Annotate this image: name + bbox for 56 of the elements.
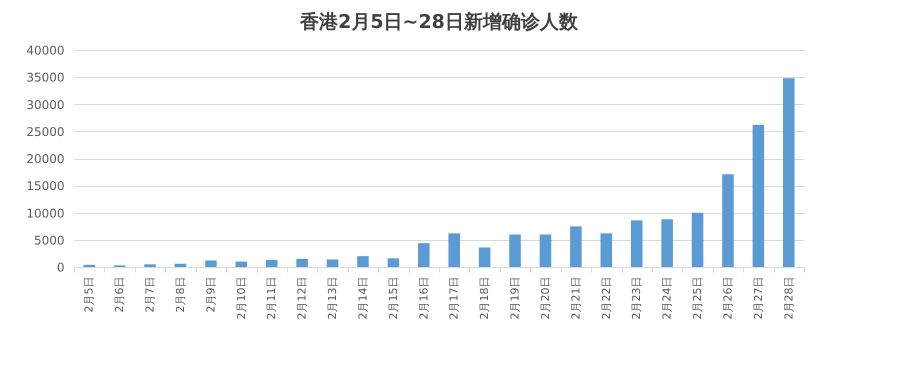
x-tick-label: 2月5日 — [82, 276, 96, 312]
x-tick-label: 2月26日 — [721, 276, 734, 320]
bar — [296, 258, 308, 267]
bar — [357, 256, 369, 267]
x-tick-label: 2月20日 — [538, 276, 552, 320]
bar — [722, 174, 734, 267]
bar — [692, 212, 704, 267]
x-tick-label: 2月14日 — [356, 276, 370, 320]
bar — [266, 260, 278, 267]
bar — [205, 260, 217, 267]
x-tick-label: 2月27日 — [752, 276, 765, 320]
y-tick-label: 10000 — [26, 206, 64, 220]
x-tick-label: 2月18日 — [478, 276, 492, 320]
x-tick-label: 2月17日 — [448, 276, 461, 320]
bar — [326, 259, 338, 267]
y-tick-label: 35000 — [26, 70, 64, 85]
bar — [448, 233, 460, 267]
x-tick-label: 2月15日 — [386, 276, 400, 320]
bar — [752, 124, 764, 267]
x-tick-label: 2月10日 — [234, 276, 248, 320]
y-tick-label: 30000 — [26, 98, 64, 112]
bar — [388, 258, 400, 267]
bar — [174, 264, 186, 267]
x-tick-label: 2月21日 — [569, 276, 582, 320]
bar — [630, 220, 642, 267]
x-tick-label: 2月13日 — [326, 276, 340, 320]
bar — [570, 226, 582, 267]
y-tick-label: 20000 — [26, 152, 64, 166]
bar — [236, 262, 248, 267]
y-tick-label: 5000 — [34, 233, 64, 248]
bar — [478, 247, 490, 267]
x-tick-label: 2月12日 — [296, 276, 309, 320]
y-tick-label: 15000 — [26, 179, 64, 194]
chart-title: 香港2月5日~28日新增确诊人数 — [299, 11, 579, 33]
y-tick-label: 40000 — [26, 44, 64, 58]
x-tick-label: 2月28日 — [782, 276, 796, 320]
bar — [418, 243, 430, 267]
bar — [783, 78, 795, 267]
x-tick-label: 2月16日 — [417, 276, 430, 320]
x-tick-label: 2月22日 — [600, 276, 613, 320]
x-tick-label: 2月11日 — [265, 276, 278, 320]
x-tick-label: 2月9日 — [204, 276, 218, 312]
y-tick-label: 0 — [56, 260, 64, 274]
bar — [540, 234, 552, 267]
x-tick-label: 2月6日 — [113, 276, 126, 312]
y-tick-label: 25000 — [26, 124, 64, 139]
x-tick-label: 2月19日 — [508, 276, 522, 320]
bar — [144, 264, 156, 267]
x-tick-label: 2月23日 — [630, 276, 644, 320]
x-tick-label: 2月24日 — [660, 276, 674, 320]
x-tick-label: 2月25日 — [691, 276, 704, 320]
x-tick-label: 2月7日 — [144, 276, 157, 312]
x-tick-label: 2月8日 — [174, 276, 187, 312]
bar — [600, 233, 612, 267]
bar — [509, 234, 521, 267]
bar — [661, 219, 673, 267]
